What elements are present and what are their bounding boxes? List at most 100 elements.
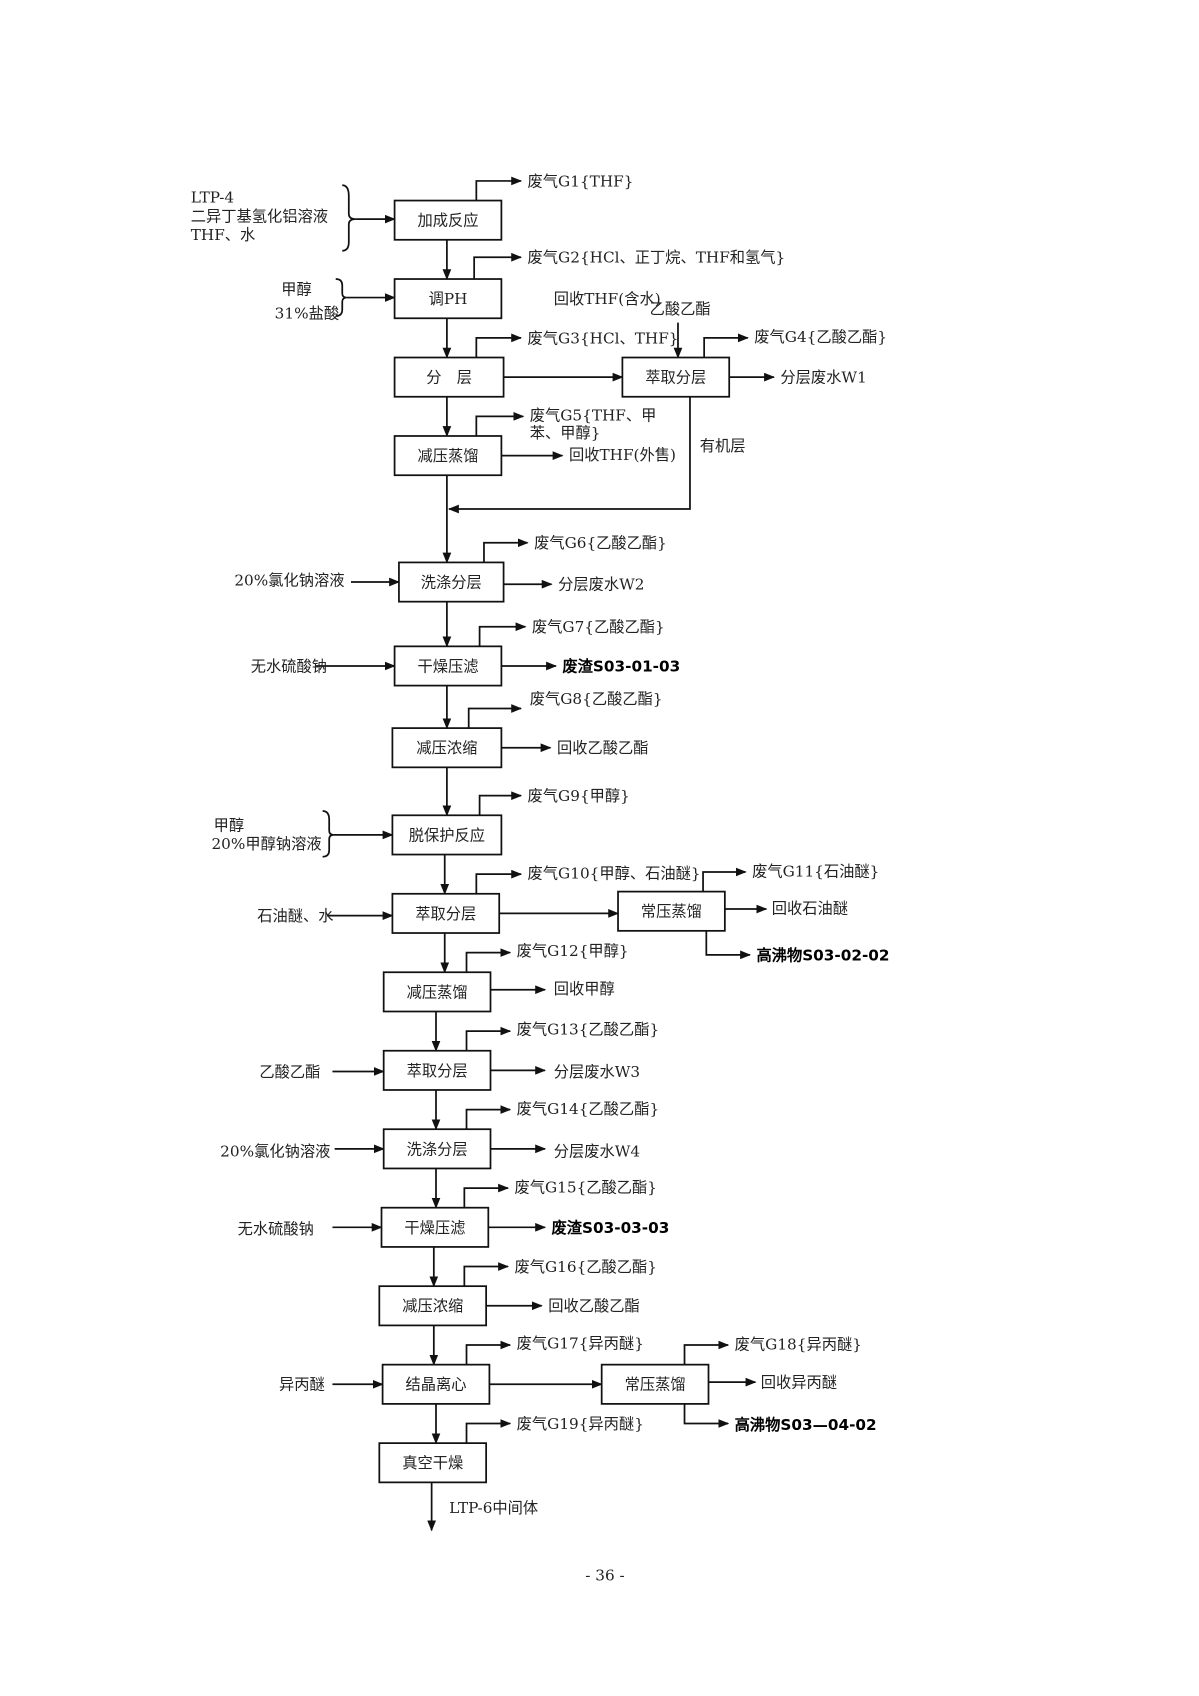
input-nacl-2: 20%氯化钠溶液 <box>220 1142 330 1160</box>
flow-arrow <box>705 930 752 960</box>
box-label: 调PH <box>429 290 468 308</box>
output-w2: 分层废水W2 <box>558 576 644 594</box>
box-label: 常压蒸馏 <box>641 903 702 921</box>
box-outline <box>393 356 505 398</box>
flow-arrow <box>447 396 691 514</box>
gas-g14: 废气G14{乙酸乙酯} <box>517 1100 660 1118</box>
box-label: 萃取分层 <box>407 1062 468 1080</box>
box-label: 萃取分层 <box>645 369 706 387</box>
output-ipe-recovered: 回收异丙醚 <box>761 1374 837 1392</box>
gas-g8: 废气G8{乙酸乙酯} <box>530 690 663 708</box>
flow-arrow <box>475 333 523 358</box>
output-product: LTP-6中间体 <box>449 1499 538 1517</box>
box-outline <box>391 892 501 934</box>
flow-arrow <box>702 867 747 892</box>
output-w1: 分层废水W1 <box>780 369 866 387</box>
gas-g18: 废气G18{异丙醚} <box>735 1335 862 1353</box>
output-high-boiler-2: 高沸物S03—04-02 <box>735 1416 877 1434</box>
box-label: 减压蒸馏 <box>417 447 478 465</box>
box-outline <box>378 1285 488 1327</box>
output-solid-waste-1: 废渣S03-01-03 <box>562 657 680 675</box>
flow-arrow <box>683 1403 730 1428</box>
box-outline <box>393 645 503 687</box>
box-label: 减压蒸馏 <box>407 983 468 1001</box>
process-box: 常压蒸馏 <box>600 1363 710 1405</box>
box-label: 分 层 <box>426 369 472 387</box>
gas-g1: 废气G1{THF} <box>528 172 634 190</box>
gas-g12: 废气G12{甲醇} <box>517 942 629 960</box>
box-label: 真空干燥 <box>402 1454 463 1472</box>
process-boxes: 加成反应调PH分 层萃取分层减压蒸馏洗涤分层干燥压滤减压浓缩脱保护反应萃取分层常… <box>378 199 731 1484</box>
box-label: 加成反应 <box>417 212 478 230</box>
output-solid-waste-2: 废渣S03-03-03 <box>552 1219 670 1237</box>
gas-g5-line2: 苯、甲醇} <box>530 424 601 442</box>
page-number: - 36 - <box>585 1566 624 1584</box>
box-label: 萃取分层 <box>415 905 476 923</box>
flow-arrow <box>465 1105 512 1130</box>
output-thf-sold: 回收THF(外售) <box>569 446 676 464</box>
output-meoh-recovered: 回收甲醇 <box>554 980 615 998</box>
gas-g16: 废气G16{乙酸乙酯} <box>514 1258 657 1276</box>
gas-g5-line1: 废气G5{THF、甲 <box>530 407 657 425</box>
box-label: 脱保护反应 <box>409 826 485 844</box>
output-w3: 分层废水W3 <box>554 1063 640 1081</box>
input-ipe: 异丙醚 <box>279 1376 325 1394</box>
label-organic-layer: 有机层 <box>700 437 746 455</box>
output-high-boiler-1: 高沸物S03-02-02 <box>756 946 889 964</box>
box-outline <box>393 199 503 241</box>
process-box: 减压浓缩 <box>378 1285 488 1327</box>
output-pe-recovered: 回收石油醚 <box>772 899 848 917</box>
gas-g6: 废气G6{乙酸乙酯} <box>534 534 667 552</box>
input-pe-water: 石油醚、水 <box>257 907 333 925</box>
process-box: 萃取分层 <box>621 356 731 398</box>
process-box: 洗涤分层 <box>398 561 505 603</box>
process-box: 干燥压滤 <box>393 645 503 687</box>
box-outline <box>617 890 726 932</box>
flow-arrow <box>463 1262 510 1287</box>
flow-arrow <box>465 1419 512 1444</box>
box-outline <box>398 561 505 603</box>
gas-g9: 废气G9{甲醇} <box>528 787 630 805</box>
flow-arrow <box>478 791 523 816</box>
flow-arrow <box>475 869 523 894</box>
box-label: 洗涤分层 <box>421 573 482 591</box>
box-label: 结晶离心 <box>405 1376 466 1394</box>
box-outline <box>382 1049 492 1091</box>
box-label: 常压蒸馏 <box>625 1376 686 1394</box>
input-ethyl-acetate-2: 乙酸乙酯 <box>259 1063 320 1081</box>
flow-arrow <box>463 1183 510 1208</box>
box-outline <box>391 727 503 769</box>
box-label: 减压浓缩 <box>402 1297 463 1315</box>
input-na2so4-2: 无水硫酸钠 <box>238 1220 314 1238</box>
box-label: 洗涤分层 <box>407 1140 468 1158</box>
flow-arrow <box>475 412 525 436</box>
input-recycled-thf: 回收THF(含水) <box>554 290 661 308</box>
input-brace <box>342 184 356 252</box>
gas-g19: 废气G19{异丙醚} <box>517 1415 644 1433</box>
gas-g4: 废气G4{乙酸乙酯} <box>754 328 887 346</box>
process-box: 萃取分层 <box>382 1049 492 1091</box>
box-outline <box>393 435 503 477</box>
box-outline <box>393 278 503 320</box>
process-box: 减压蒸馏 <box>382 971 492 1013</box>
process-box: 加成反应 <box>393 199 503 241</box>
gas-g3: 废气G3{HCl、THF} <box>528 329 679 347</box>
flow-arrow <box>465 1026 512 1051</box>
process-box: 真空干燥 <box>378 1442 488 1484</box>
input-thf-water: THF、水 <box>191 226 256 244</box>
flow-lines <box>316 176 775 1532</box>
input-dibal: 二异丁基氢化铝溶液 <box>191 207 328 225</box>
box-outline <box>380 1206 490 1248</box>
process-box: 脱保护反应 <box>391 814 503 856</box>
flow-arrow <box>465 1340 512 1365</box>
input-hcl: 31%盐酸 <box>275 304 339 322</box>
input-ethyl-acetate: 乙酸乙酯 <box>650 300 711 318</box>
process-box: 干燥压滤 <box>380 1206 490 1248</box>
gas-g13: 废气G13{乙酸乙酯} <box>517 1020 660 1038</box>
flow-arrow <box>465 948 512 973</box>
flow-arrow <box>703 333 749 358</box>
process-box: 分 层 <box>393 356 505 398</box>
flow-arrow <box>473 252 523 280</box>
box-label: 干燥压滤 <box>404 1219 465 1237</box>
